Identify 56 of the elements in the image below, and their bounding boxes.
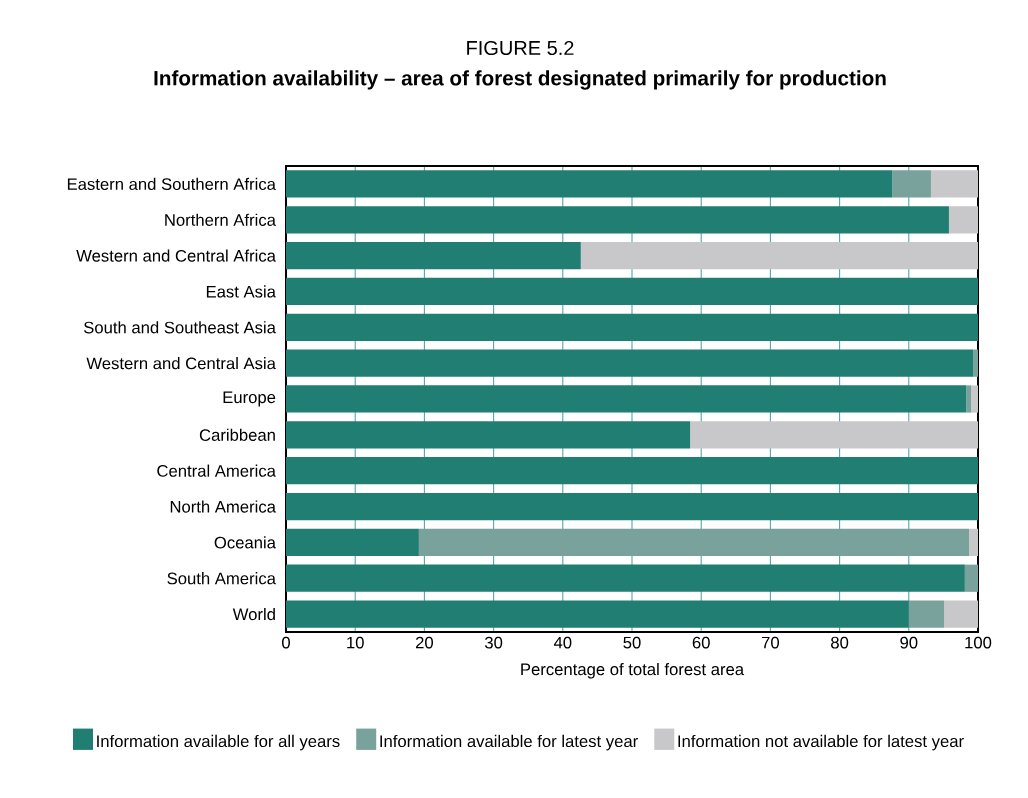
bar (908, 600, 945, 628)
bar (966, 385, 972, 413)
x-axis-title: Percentage of total forest area (521, 662, 745, 679)
bar (286, 421, 691, 449)
y-tick-label: Oceania (214, 536, 276, 549)
bar (286, 564, 965, 592)
x-tick-label: 70 (761, 636, 780, 649)
bar (930, 170, 978, 198)
bar (286, 206, 949, 234)
bar (286, 528, 419, 556)
bar (286, 457, 978, 485)
y-tick-label: Central America (157, 464, 276, 477)
x-tick-label: 90 (900, 636, 918, 649)
bar (971, 385, 978, 413)
bar (286, 277, 978, 306)
y-tick-label: Northern Africa (165, 213, 276, 226)
x-tick-label: 10 (347, 636, 364, 649)
bar (286, 313, 978, 341)
y-tick-label: South America (167, 572, 276, 585)
x-tick-label: 0 (282, 636, 290, 649)
bar (286, 492, 978, 521)
x-tick-label: 40 (553, 636, 572, 649)
bar (286, 600, 909, 628)
chart-subtitle: Information availability – area of forest designated primarily for production (154, 70, 886, 90)
bar (964, 564, 978, 592)
bar (286, 170, 893, 198)
y-tick-label: Europe (223, 391, 276, 407)
bar (286, 349, 974, 377)
bar (948, 206, 978, 234)
y-tick-label: North America (170, 500, 276, 513)
x-tick-label: 50 (623, 636, 641, 649)
bar (973, 349, 978, 377)
x-tick-label: 80 (831, 636, 849, 649)
y-tick-label: Eastern and Southern Africa (67, 177, 276, 191)
y-tick-label: Western and Central Africa (76, 249, 276, 262)
bar (286, 385, 967, 413)
y-tick-label: South and Southeast Asia (83, 321, 276, 334)
y-tick-label: East Asia (206, 285, 276, 298)
bar (580, 241, 978, 270)
y-tick-label: World (232, 607, 275, 621)
bar (969, 528, 978, 556)
chart-title: FIGURE 5.2 (467, 40, 574, 56)
bar (418, 528, 969, 556)
bar (690, 421, 978, 449)
bar (286, 241, 581, 270)
bar (892, 170, 931, 198)
legend-label: Information available for all years (97, 734, 340, 751)
x-tick-label: 20 (415, 636, 434, 649)
legend-label: Information available for latest year (380, 734, 638, 751)
x-tick-label: 60 (692, 636, 710, 649)
y-tick-label: Caribbean (199, 428, 275, 441)
x-tick-label: 30 (484, 636, 503, 649)
x-tick-label: 100 (965, 636, 992, 649)
bar (944, 600, 978, 628)
y-tick-label: Western and Central Asia (86, 357, 276, 370)
legend-label: Information not available for latest year (678, 734, 964, 751)
